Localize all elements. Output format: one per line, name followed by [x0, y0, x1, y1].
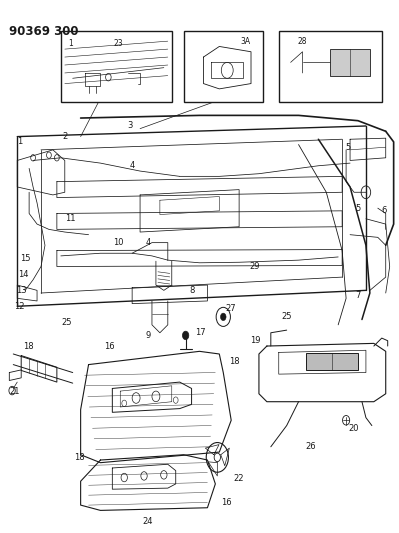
Bar — [330, 49, 370, 76]
Text: 15: 15 — [20, 254, 30, 263]
Text: 20: 20 — [348, 424, 359, 433]
Text: 1: 1 — [68, 39, 73, 49]
Text: 22: 22 — [233, 474, 244, 483]
Text: 10: 10 — [113, 238, 124, 247]
Text: 13: 13 — [16, 286, 26, 295]
Text: 2: 2 — [62, 132, 67, 141]
Text: 1: 1 — [17, 138, 22, 147]
Text: 4: 4 — [130, 161, 135, 170]
Text: 9: 9 — [145, 331, 150, 340]
Text: 11: 11 — [65, 214, 76, 223]
Text: 18: 18 — [74, 453, 85, 462]
Text: 18: 18 — [23, 342, 34, 351]
Bar — [61, 30, 172, 102]
Text: 23: 23 — [113, 39, 123, 49]
Text: 4: 4 — [145, 238, 150, 247]
Circle shape — [221, 313, 226, 320]
Circle shape — [182, 331, 189, 340]
Text: 25: 25 — [281, 312, 292, 321]
Text: 27: 27 — [225, 304, 236, 313]
Text: 16: 16 — [221, 498, 232, 507]
Text: 21: 21 — [9, 386, 20, 395]
Text: 17: 17 — [196, 328, 206, 337]
Text: 28: 28 — [298, 37, 307, 46]
Text: 8: 8 — [189, 286, 194, 295]
Text: 16: 16 — [105, 342, 115, 351]
Text: 5: 5 — [346, 143, 351, 152]
Text: 12: 12 — [14, 302, 24, 311]
Text: 3: 3 — [127, 122, 133, 131]
Circle shape — [214, 453, 221, 462]
Text: 90369 300: 90369 300 — [9, 25, 79, 38]
Bar — [306, 353, 358, 370]
Text: 18: 18 — [229, 358, 240, 367]
Text: 5: 5 — [356, 204, 361, 213]
Text: 7: 7 — [355, 291, 361, 300]
Text: 3A: 3A — [241, 37, 251, 46]
Bar — [279, 30, 382, 102]
Text: 19: 19 — [251, 336, 261, 345]
Text: 29: 29 — [250, 262, 260, 271]
Text: 26: 26 — [305, 442, 316, 451]
Text: 25: 25 — [61, 318, 72, 327]
Text: 24: 24 — [143, 516, 153, 526]
Text: 6: 6 — [381, 206, 386, 215]
Text: 14: 14 — [18, 270, 28, 279]
Bar — [184, 30, 263, 102]
